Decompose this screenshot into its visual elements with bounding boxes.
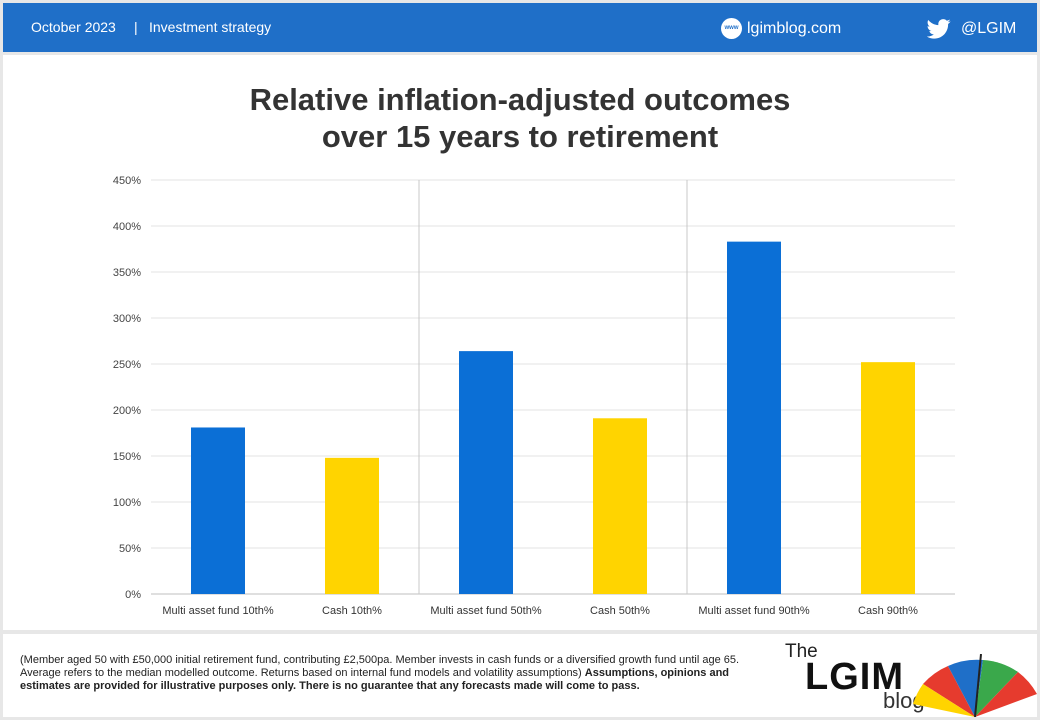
globe-icon[interactable]: www [721,18,742,39]
site-link[interactable]: lgimblog.com [747,20,842,37]
chart-panel: Relative inflation-adjusted outcomes ove… [3,55,1037,630]
chart-title-line-2: over 15 years to retirement [321,119,719,154]
x-tick-label: Multi asset fund 10th% [162,605,274,617]
y-tick-label: 200% [113,405,141,417]
y-tick-label: 0% [125,589,141,601]
x-tick-label: Cash 90th% [858,605,918,617]
y-tick-label: 250% [113,359,141,371]
bar [325,457,379,594]
y-tick-label: 300% [113,313,141,325]
logo-the: The [785,641,818,662]
bar [727,241,781,594]
x-tick-label: Multi asset fund 50th% [430,605,542,617]
bar [191,427,245,594]
header-bar: October 2023 | Investment strategy www l… [3,3,1037,52]
disclaimer-text: (Member aged 50 with £50,000 initial ret… [20,654,740,679]
bar [459,351,513,594]
twitter-handle[interactable]: @LGIM [961,20,1017,37]
header-topic: Investment strategy [149,19,272,35]
x-tick-label: Cash 50th% [590,605,650,617]
disclaimer-bold-text: Assumptions, opinions and estimates are … [20,667,730,692]
y-tick-label: 100% [113,497,141,509]
y-tick-label: 350% [113,267,141,279]
umbrella-logo-icon [913,654,1037,717]
y-tick-label: 450% [113,175,141,187]
y-tick-label: 150% [113,451,141,463]
header-separator: | [134,19,138,35]
disclaimer-note: (Member aged 50 with £50,000 initial ret… [20,654,775,693]
twitter-bird-icon[interactable] [927,19,951,39]
y-tick-label: 50% [119,543,141,555]
chart-title-line-1: Relative inflation-adjusted outcomes [249,82,791,117]
header-date: October 2023 [31,19,116,35]
y-tick-label: 400% [113,221,141,233]
chart-title: Relative inflation-adjusted outcomes ove… [3,81,1037,155]
footer: (Member aged 50 with £50,000 initial ret… [3,634,1037,717]
bar [861,362,915,594]
x-tick-label: Cash 10th% [322,605,382,617]
logo-lgim: LGIM [805,656,904,698]
bar [593,418,647,594]
x-tick-label: Multi asset fund 90th% [698,605,810,617]
bar-chart: 0% 50% 100% 150% 200% 250% 300% 350% 400% 450% Mul… [113,175,955,617]
